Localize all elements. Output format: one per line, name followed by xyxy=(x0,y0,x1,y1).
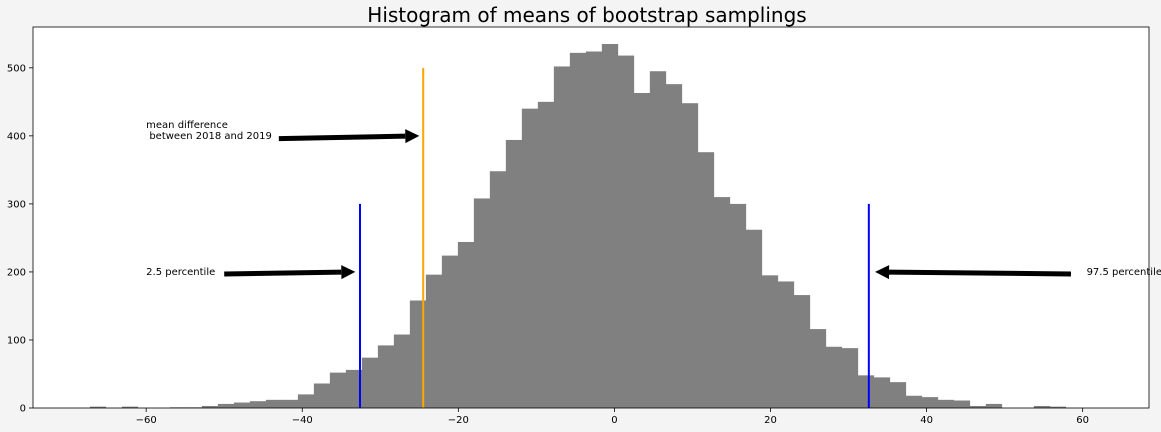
histogram-bar xyxy=(265,399,283,408)
histogram-bar xyxy=(889,382,907,408)
x-axis: −60 −40 −20 0 20 40 60 xyxy=(136,408,1089,426)
histogram-bar xyxy=(489,171,507,408)
y-tick-label: 200 xyxy=(7,267,26,278)
histogram-bar xyxy=(841,348,859,408)
histogram-bar xyxy=(1033,405,1051,408)
x-tick-label: −20 xyxy=(448,415,469,426)
histogram-bar xyxy=(409,300,427,408)
histogram-bar xyxy=(681,103,699,408)
annotation-text: mean difference between 2018 and 2019 xyxy=(146,120,272,142)
histogram-bar xyxy=(617,55,635,408)
annotation-text: 2.5 percentile xyxy=(146,267,215,278)
histogram-bar xyxy=(537,101,555,408)
histogram-bar xyxy=(761,275,779,408)
y-tick-label: 100 xyxy=(7,335,26,346)
annotation-arrow-head xyxy=(341,265,356,280)
histogram-bar xyxy=(777,281,795,408)
histogram-bar xyxy=(345,369,363,408)
histogram-bar xyxy=(473,198,491,408)
histogram-bar xyxy=(921,397,939,408)
histogram-bar xyxy=(793,295,811,408)
histogram-bar xyxy=(521,108,539,409)
histogram-bars xyxy=(89,44,1067,409)
histogram-bar xyxy=(217,403,235,408)
x-tick-label: 40 xyxy=(920,415,933,426)
y-tick-label: 0 xyxy=(20,404,26,415)
histogram-bar xyxy=(249,401,267,408)
reference-lines xyxy=(358,67,870,408)
histogram-bar xyxy=(665,84,683,409)
annotation-arrow-head xyxy=(405,129,420,144)
annotation-arrow-shaft xyxy=(278,133,406,142)
histogram-bar xyxy=(233,402,251,408)
x-tick-label: 20 xyxy=(764,415,777,426)
histogram-bar xyxy=(281,399,299,408)
x-tick-label: 60 xyxy=(1076,415,1089,426)
histogram-bar xyxy=(361,357,379,408)
histogram-bar xyxy=(569,52,587,408)
histogram-bar xyxy=(201,405,219,408)
annotation-arrow-head xyxy=(875,265,890,280)
annotation-arrow-shaft xyxy=(889,269,1071,277)
histogram-bar xyxy=(809,329,827,408)
histogram-bar xyxy=(441,255,459,408)
histogram-bar xyxy=(121,406,139,408)
y-axis: 0 100 200 300 400 500 xyxy=(7,63,33,415)
chart-title: Histogram of means of bootstrap sampling… xyxy=(367,3,806,27)
histogram-bar xyxy=(585,51,603,408)
histogram-bar xyxy=(729,203,747,408)
y-tick-label: 400 xyxy=(7,131,26,142)
histogram-bar xyxy=(457,241,475,408)
histogram-bar xyxy=(937,399,955,408)
x-tick-label: −60 xyxy=(136,415,157,426)
histogram-bar xyxy=(633,92,651,409)
plot-frame xyxy=(32,26,1150,409)
y-tick-label: 300 xyxy=(7,199,26,210)
annotations: mean difference between 2018 and 2019 2.5… xyxy=(146,120,1161,280)
histogram-bar xyxy=(905,395,923,408)
histogram-bar xyxy=(697,152,715,408)
histogram-bar xyxy=(953,400,971,408)
x-tick-label: 0 xyxy=(611,415,617,426)
histogram-bar xyxy=(745,229,763,408)
histogram-bar xyxy=(857,375,875,408)
histogram-bar xyxy=(505,139,523,409)
histogram-bar xyxy=(713,197,731,408)
histogram-bar xyxy=(873,377,891,408)
annotation-arrow-shaft xyxy=(224,269,342,277)
y-tick-label: 500 xyxy=(7,63,26,74)
histogram-bar xyxy=(825,346,843,408)
histogram-bar xyxy=(553,66,571,408)
annotation-text: 97.5 percentile xyxy=(1087,267,1161,278)
histogram-bar xyxy=(313,383,331,408)
histogram-bar xyxy=(601,44,619,408)
x-tick-label: −40 xyxy=(292,415,313,426)
histogram-bar xyxy=(297,394,315,408)
histogram-bar xyxy=(1049,406,1067,408)
histogram-bar xyxy=(393,334,411,408)
histogram-bar xyxy=(425,274,443,408)
histogram-bar xyxy=(377,345,395,408)
histogram-bar xyxy=(649,71,667,409)
histogram-bar xyxy=(985,403,1003,408)
histogram-bar xyxy=(969,405,987,408)
histogram-bar xyxy=(89,406,107,408)
histogram-bar xyxy=(329,372,347,408)
